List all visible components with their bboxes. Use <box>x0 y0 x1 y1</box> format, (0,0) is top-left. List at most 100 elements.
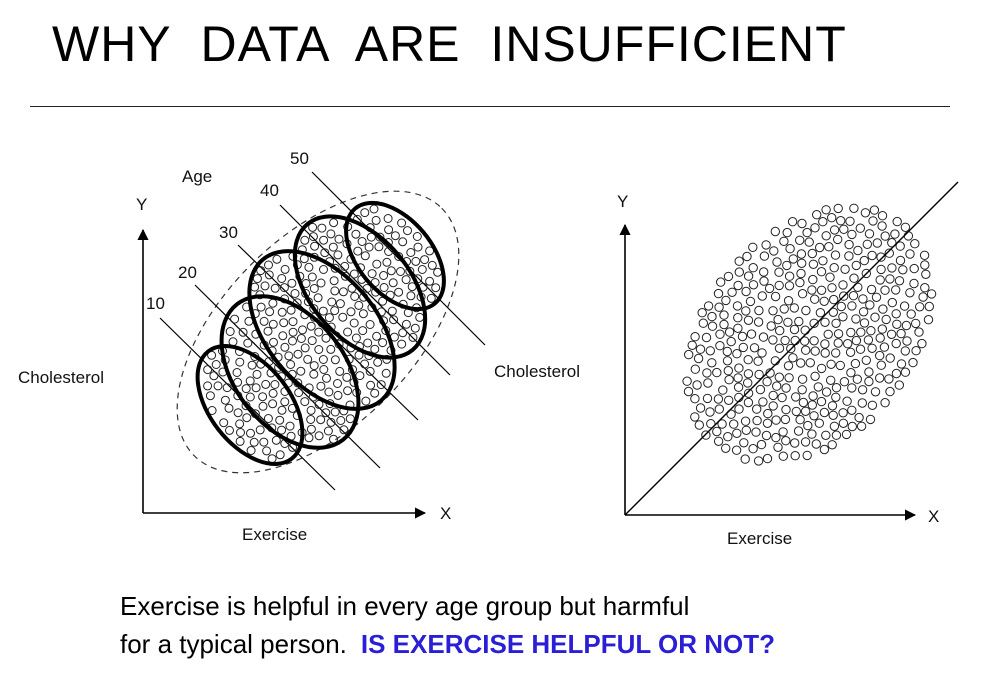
right-dot <box>891 309 901 319</box>
right-dot <box>726 409 736 419</box>
right-dot <box>732 301 743 311</box>
right-dot <box>896 328 906 339</box>
left-dot <box>296 366 306 376</box>
left-dot <box>286 305 296 315</box>
right-dot <box>694 420 704 430</box>
right-dot <box>867 400 878 410</box>
left-dot <box>381 368 391 378</box>
left-dot <box>370 344 380 354</box>
right-dot <box>703 301 714 311</box>
right-dot <box>706 419 716 429</box>
right-dot <box>723 271 734 282</box>
right-dot <box>788 254 798 264</box>
right-dot <box>827 401 838 411</box>
right-dot <box>841 429 852 440</box>
right-dot <box>890 229 900 239</box>
right-dot <box>870 387 881 397</box>
right-dot <box>719 310 729 320</box>
left-dot <box>203 365 213 375</box>
right-dot <box>861 268 871 279</box>
left-dot <box>365 320 375 329</box>
left-dot <box>431 283 441 293</box>
left-dot <box>251 383 261 393</box>
right-dot <box>920 283 930 293</box>
left-dot <box>252 274 262 284</box>
right-dot <box>796 358 806 368</box>
left-dot <box>390 231 400 241</box>
right-dot <box>777 392 787 403</box>
right-dot <box>795 277 805 288</box>
left-dot <box>245 376 255 386</box>
left-dot <box>264 260 273 270</box>
right-dot <box>920 260 930 270</box>
right-dot <box>875 373 885 383</box>
right-dot <box>879 342 890 352</box>
left-dot <box>268 298 278 308</box>
left-dot <box>364 242 374 252</box>
right-dot <box>829 421 840 431</box>
right-dot <box>734 256 744 266</box>
left-dot <box>426 293 436 303</box>
right-dot <box>892 319 902 329</box>
right-dot <box>892 216 902 227</box>
right-dot <box>698 318 708 328</box>
right-dot <box>772 257 782 267</box>
right-dot <box>800 406 811 416</box>
left-dot <box>246 446 256 455</box>
left-dot <box>406 291 416 301</box>
left-dot <box>280 342 290 352</box>
left-dot <box>373 357 383 367</box>
right-dot <box>836 301 846 312</box>
right-dot <box>871 292 882 302</box>
right-dot <box>807 285 817 295</box>
left-dot <box>306 321 316 331</box>
right-dot <box>865 414 876 425</box>
left-dot <box>225 425 234 435</box>
right-dot <box>695 403 706 413</box>
right-dot <box>733 280 743 291</box>
right-dot <box>810 223 820 233</box>
right-dot <box>734 267 744 277</box>
left-dot <box>233 408 243 418</box>
left-dot <box>425 246 435 256</box>
right-dot <box>754 369 764 380</box>
right-dot <box>757 348 767 358</box>
left-dot <box>230 314 240 324</box>
right-dot <box>762 377 772 387</box>
left-dot <box>267 454 277 464</box>
right-dot <box>813 382 823 392</box>
right-dot <box>862 239 872 250</box>
right-dot <box>885 386 895 397</box>
right-dot <box>796 249 807 259</box>
right-dot <box>753 317 764 327</box>
right-dot <box>843 339 853 349</box>
right-dot <box>808 391 818 401</box>
right-dot <box>764 283 775 294</box>
left-dot <box>224 403 234 413</box>
right-dot <box>815 242 825 253</box>
right-dot <box>797 218 807 229</box>
left-dot <box>306 405 316 415</box>
left-dot <box>288 317 298 327</box>
right-dot <box>748 280 759 290</box>
left-dot <box>316 278 326 288</box>
right-dot <box>811 439 821 449</box>
right-dot <box>787 217 798 227</box>
left-dot <box>308 232 318 242</box>
right-dot <box>902 336 912 346</box>
left-dot <box>318 306 328 316</box>
right-dot <box>864 229 875 239</box>
left-dot <box>333 250 343 260</box>
left-dot <box>369 204 379 214</box>
left-dot <box>280 397 290 407</box>
left-dot <box>209 371 219 381</box>
right-diagram: Y X Cholesterol Exercise <box>494 181 959 548</box>
right-dot <box>802 450 812 461</box>
left-dot <box>317 223 327 233</box>
right-dot <box>757 291 767 301</box>
right-dot <box>783 361 794 371</box>
left-dot <box>235 436 245 446</box>
left-dot <box>330 407 340 417</box>
left-dot <box>235 419 245 429</box>
left-dot <box>235 357 245 367</box>
